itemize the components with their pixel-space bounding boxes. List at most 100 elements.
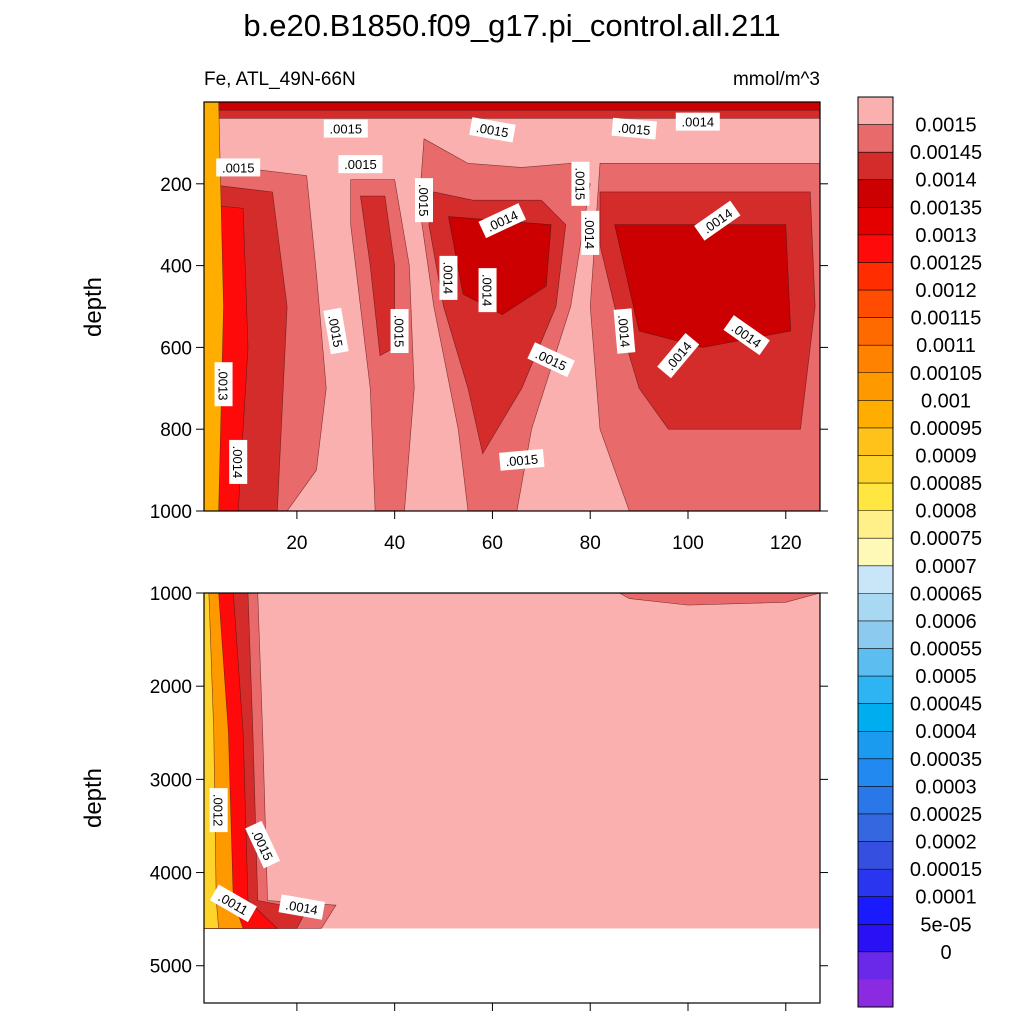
colorbar-swatch xyxy=(858,234,893,263)
bottom-contour-label: .0014 xyxy=(278,894,326,920)
colorbar-swatch xyxy=(858,538,893,567)
top-contour-label: .0014 xyxy=(478,268,497,313)
colorbar-swatch xyxy=(858,483,893,511)
top-y-tick-label: 400 xyxy=(160,257,192,278)
colorbar-label: 0.00055 xyxy=(910,639,982,661)
top-contour-label-bg xyxy=(478,268,497,313)
colorbar-label: 0.0007 xyxy=(915,556,976,578)
bottom-contour-label-bg xyxy=(209,884,257,923)
top-contour-label: .0013 xyxy=(214,362,233,407)
top-contour-label-bg xyxy=(694,200,741,241)
top-x-tick-label: 40 xyxy=(384,533,405,554)
colorbar-swatch xyxy=(858,427,893,456)
top-contour-label: .0015 xyxy=(469,117,516,143)
colorbar-swatch xyxy=(858,786,893,815)
colorbar-swatch xyxy=(858,951,893,980)
top-contour-label: .0015 xyxy=(323,119,368,138)
top-contour-label-text: .0015 xyxy=(505,451,539,469)
top-x-tick-label: 80 xyxy=(580,533,601,554)
top-contour-label-bg xyxy=(723,315,770,356)
bottom-y-tick-label: 5000 xyxy=(150,957,192,978)
colorbar-label: 0.00075 xyxy=(910,528,982,550)
colorbar-swatch xyxy=(858,207,893,236)
top-contour-label-bg xyxy=(657,332,700,379)
top-contour-label-bg xyxy=(214,362,233,407)
top-contour-label: .0014 xyxy=(229,439,248,484)
colorbar-swatch xyxy=(858,372,893,401)
top-y-tick-label: 1000 xyxy=(150,502,192,523)
bottom-contour-label-bg xyxy=(278,894,326,920)
top-contour-label-bg xyxy=(216,158,261,177)
top-contour-label: .0014 xyxy=(439,255,458,300)
colorbar-label: 0.00145 xyxy=(910,142,982,164)
top-x-tick-label: 60 xyxy=(482,533,503,554)
colorbar-swatch xyxy=(858,400,893,429)
colorbar-label: 0.00135 xyxy=(910,197,982,219)
colorbar-swatch xyxy=(858,924,893,953)
colorbar-label: 0.0005 xyxy=(915,666,976,688)
top-contour-label-bg xyxy=(415,178,433,223)
top-x-tick-label: 20 xyxy=(286,533,307,554)
top-contour-label-text: .0014 xyxy=(440,262,455,295)
top-contour-label-text: .0014 xyxy=(582,217,597,250)
colorbar-label: 0.00065 xyxy=(910,583,982,605)
colorbar-swatch xyxy=(858,565,893,594)
top-surface-core xyxy=(203,101,821,111)
colorbar-label: 0.001 xyxy=(921,390,971,412)
colorbar-swatch xyxy=(858,703,893,732)
colorbar-label: 0.0014 xyxy=(915,170,976,192)
top-contour-label: .0014 xyxy=(675,112,720,131)
top-contour-label-bg xyxy=(613,308,636,354)
top-contour-label-text: .0014 xyxy=(682,115,715,130)
colorbar-swatch xyxy=(858,593,893,622)
colorbar-label: 0.00015 xyxy=(910,859,982,881)
colorbar-swatch xyxy=(858,455,893,484)
top-x-tick-label: 120 xyxy=(770,533,802,554)
top-x-tick-label: 100 xyxy=(672,533,704,554)
top-contour-label-text: .0015 xyxy=(325,314,345,349)
top-y-tick-label: 800 xyxy=(160,420,192,441)
colorbar-frame xyxy=(857,96,894,1008)
top-contour-label: .0014 xyxy=(581,210,600,255)
colorbar-label: 0.0015 xyxy=(915,115,976,137)
bottom-contour-label: .0012 xyxy=(209,788,228,833)
colorbar-swatch xyxy=(858,262,893,291)
units-label: mmol/m^3 xyxy=(733,69,820,90)
colorbar-label: 0.0012 xyxy=(915,280,976,302)
top-contour-label-text: .0015 xyxy=(222,160,255,175)
colorbar-swatch xyxy=(858,124,893,153)
top-contour-label-bg xyxy=(323,307,349,355)
colorbar-label: 0.0002 xyxy=(915,832,976,854)
bottom-contour-label-bg xyxy=(209,788,228,833)
top-contour-label-bg xyxy=(323,119,368,138)
top-contour-label-bg xyxy=(469,117,516,143)
colorbar-swatch xyxy=(858,317,893,346)
colorbar-swatch xyxy=(858,345,893,374)
colorbar-swatch xyxy=(858,648,893,677)
colorbar-label: 0.00045 xyxy=(910,694,982,716)
colorbar-label: 0.00025 xyxy=(910,804,982,826)
top-contour-label-bg xyxy=(571,161,590,206)
top-contour-panel: 20 40 60 80 100 120 200 400 600 800 1000 depth .0015… xyxy=(80,101,828,554)
top-contour-label-text: .0015 xyxy=(344,157,377,172)
bottom-y-tick-label: 2000 xyxy=(150,677,192,698)
top-contour-label: .0015 xyxy=(216,158,261,177)
colorbar-label: 0.00035 xyxy=(910,749,982,771)
bottom-fill-0015 xyxy=(204,593,820,929)
top-deepcore-east xyxy=(614,224,791,348)
top-contour-label-text: .0015 xyxy=(617,120,651,138)
colorbar-swatch xyxy=(858,510,893,539)
top-contour-label-text: .0015 xyxy=(392,315,407,348)
top-contour-label-bg xyxy=(439,255,458,300)
top-contour-label-text: .0015 xyxy=(475,120,510,140)
colorbar-label: 0.00095 xyxy=(910,418,982,440)
top-contour-label-text: .0014 xyxy=(230,446,245,479)
top-contour-label: .0015 xyxy=(338,155,383,174)
bottom-contour-label-bg xyxy=(245,820,281,869)
colorbar-label: 0.00105 xyxy=(910,363,982,385)
bottom-contour-label-text: .0012 xyxy=(211,794,226,827)
bottom-y-tick-label: 4000 xyxy=(150,864,192,885)
top-contour-label: .0015 xyxy=(571,161,590,206)
top-y-axis-label: depth xyxy=(80,277,107,337)
